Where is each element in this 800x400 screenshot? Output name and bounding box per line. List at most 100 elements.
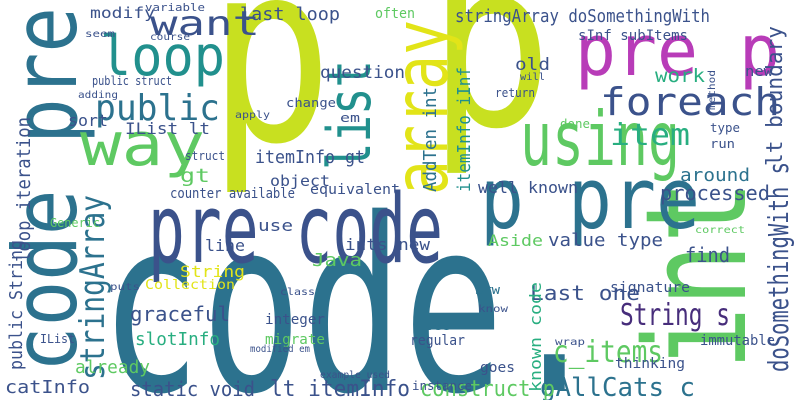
word: public struct	[92, 74, 172, 88]
word: IList	[40, 332, 75, 346]
word: itemInfo gt	[255, 147, 365, 168]
word: IList lt	[125, 119, 210, 138]
word: last loop	[240, 4, 340, 25]
word: itemInfo iInf	[454, 67, 475, 192]
word: Generic	[50, 216, 100, 230]
word: using	[520, 95, 680, 183]
word: immutable	[700, 333, 775, 349]
word: Java	[312, 250, 362, 271]
word: integer	[265, 312, 325, 328]
word: lt itemInfo	[270, 377, 410, 400]
word: apply	[235, 110, 270, 121]
word: adding	[78, 90, 118, 101]
word: doSomethingWith s	[762, 162, 795, 372]
word: value type	[548, 230, 663, 251]
word: foreach	[600, 80, 780, 124]
word: example used	[320, 370, 390, 381]
word: c_items	[553, 335, 663, 370]
word: int	[616, 180, 779, 370]
word: processed	[660, 181, 770, 205]
word: gt	[180, 165, 210, 187]
word: String s	[620, 298, 730, 333]
word: known code	[526, 282, 545, 392]
word: lt boundary	[763, 26, 788, 166]
word: BTW	[475, 286, 501, 297]
word: signature	[610, 280, 690, 296]
word: list	[315, 60, 385, 170]
word: array	[377, 20, 465, 195]
word: p	[208, 0, 333, 199]
word: course	[150, 32, 190, 43]
word: thinking	[615, 356, 685, 372]
word: stringArray	[73, 195, 113, 380]
word: Aside	[488, 231, 543, 250]
word: old	[515, 55, 550, 75]
word: run	[710, 137, 735, 151]
word: AddTen int	[420, 87, 441, 192]
word: goes	[480, 360, 515, 376]
word: item	[610, 118, 690, 153]
word: correct	[695, 225, 745, 236]
word: p pre	[480, 150, 700, 249]
word: loop iteration	[13, 117, 35, 262]
word: loop	[100, 24, 225, 88]
word: code.	[100, 167, 605, 400]
word: modify	[90, 4, 155, 22]
word: public	[95, 88, 220, 129]
word: return	[495, 86, 535, 100]
word: migrate	[265, 332, 325, 348]
word: object	[270, 172, 330, 190]
word: em	[340, 111, 360, 125]
word: p	[428, 0, 553, 180]
word: around	[680, 165, 750, 186]
word: Collection	[145, 278, 235, 293]
word: will	[520, 72, 545, 83]
word: method	[707, 70, 718, 110]
word: pre code	[148, 175, 443, 285]
word: type	[710, 121, 740, 135]
word: work	[655, 65, 706, 87]
word: static void	[130, 377, 255, 400]
word: done	[560, 117, 590, 131]
word: way	[80, 110, 205, 180]
word: gAllCats c	[540, 373, 695, 400]
word: struct	[185, 149, 225, 163]
word: seem	[85, 29, 115, 40]
word: wrap	[555, 337, 585, 348]
word: sInf subItems	[578, 28, 688, 44]
word: pre p	[575, 10, 780, 92]
word: see	[425, 322, 450, 333]
word: use	[258, 216, 293, 235]
word: know	[478, 304, 509, 315]
word: already	[75, 357, 150, 378]
word: find	[685, 243, 730, 267]
word: new	[745, 64, 774, 80]
word: want	[150, 4, 260, 44]
word: class	[280, 287, 315, 298]
word: code pre	[0, 7, 97, 372]
word: graceful	[130, 302, 230, 326]
word: catInfo	[5, 377, 90, 398]
word: stringArray doSomethingWith	[455, 6, 710, 27]
word: instance	[412, 379, 472, 393]
word: question	[320, 63, 405, 83]
word: equivalent	[310, 182, 400, 198]
word: slotInfo	[135, 329, 220, 350]
word: well known	[478, 178, 578, 197]
word: change	[286, 96, 336, 110]
word: Last one	[530, 281, 640, 305]
word: counter available	[170, 186, 295, 202]
word: puts	[110, 282, 140, 293]
word: ints new	[345, 235, 430, 254]
word: regular	[410, 333, 465, 349]
word: sort	[68, 111, 108, 130]
word: public String	[6, 240, 27, 370]
word: modified em	[250, 344, 310, 355]
word: line	[205, 236, 245, 255]
word: variable	[145, 1, 205, 14]
word: construct p	[420, 377, 555, 400]
word: String	[180, 262, 245, 281]
word: often	[375, 6, 415, 22]
